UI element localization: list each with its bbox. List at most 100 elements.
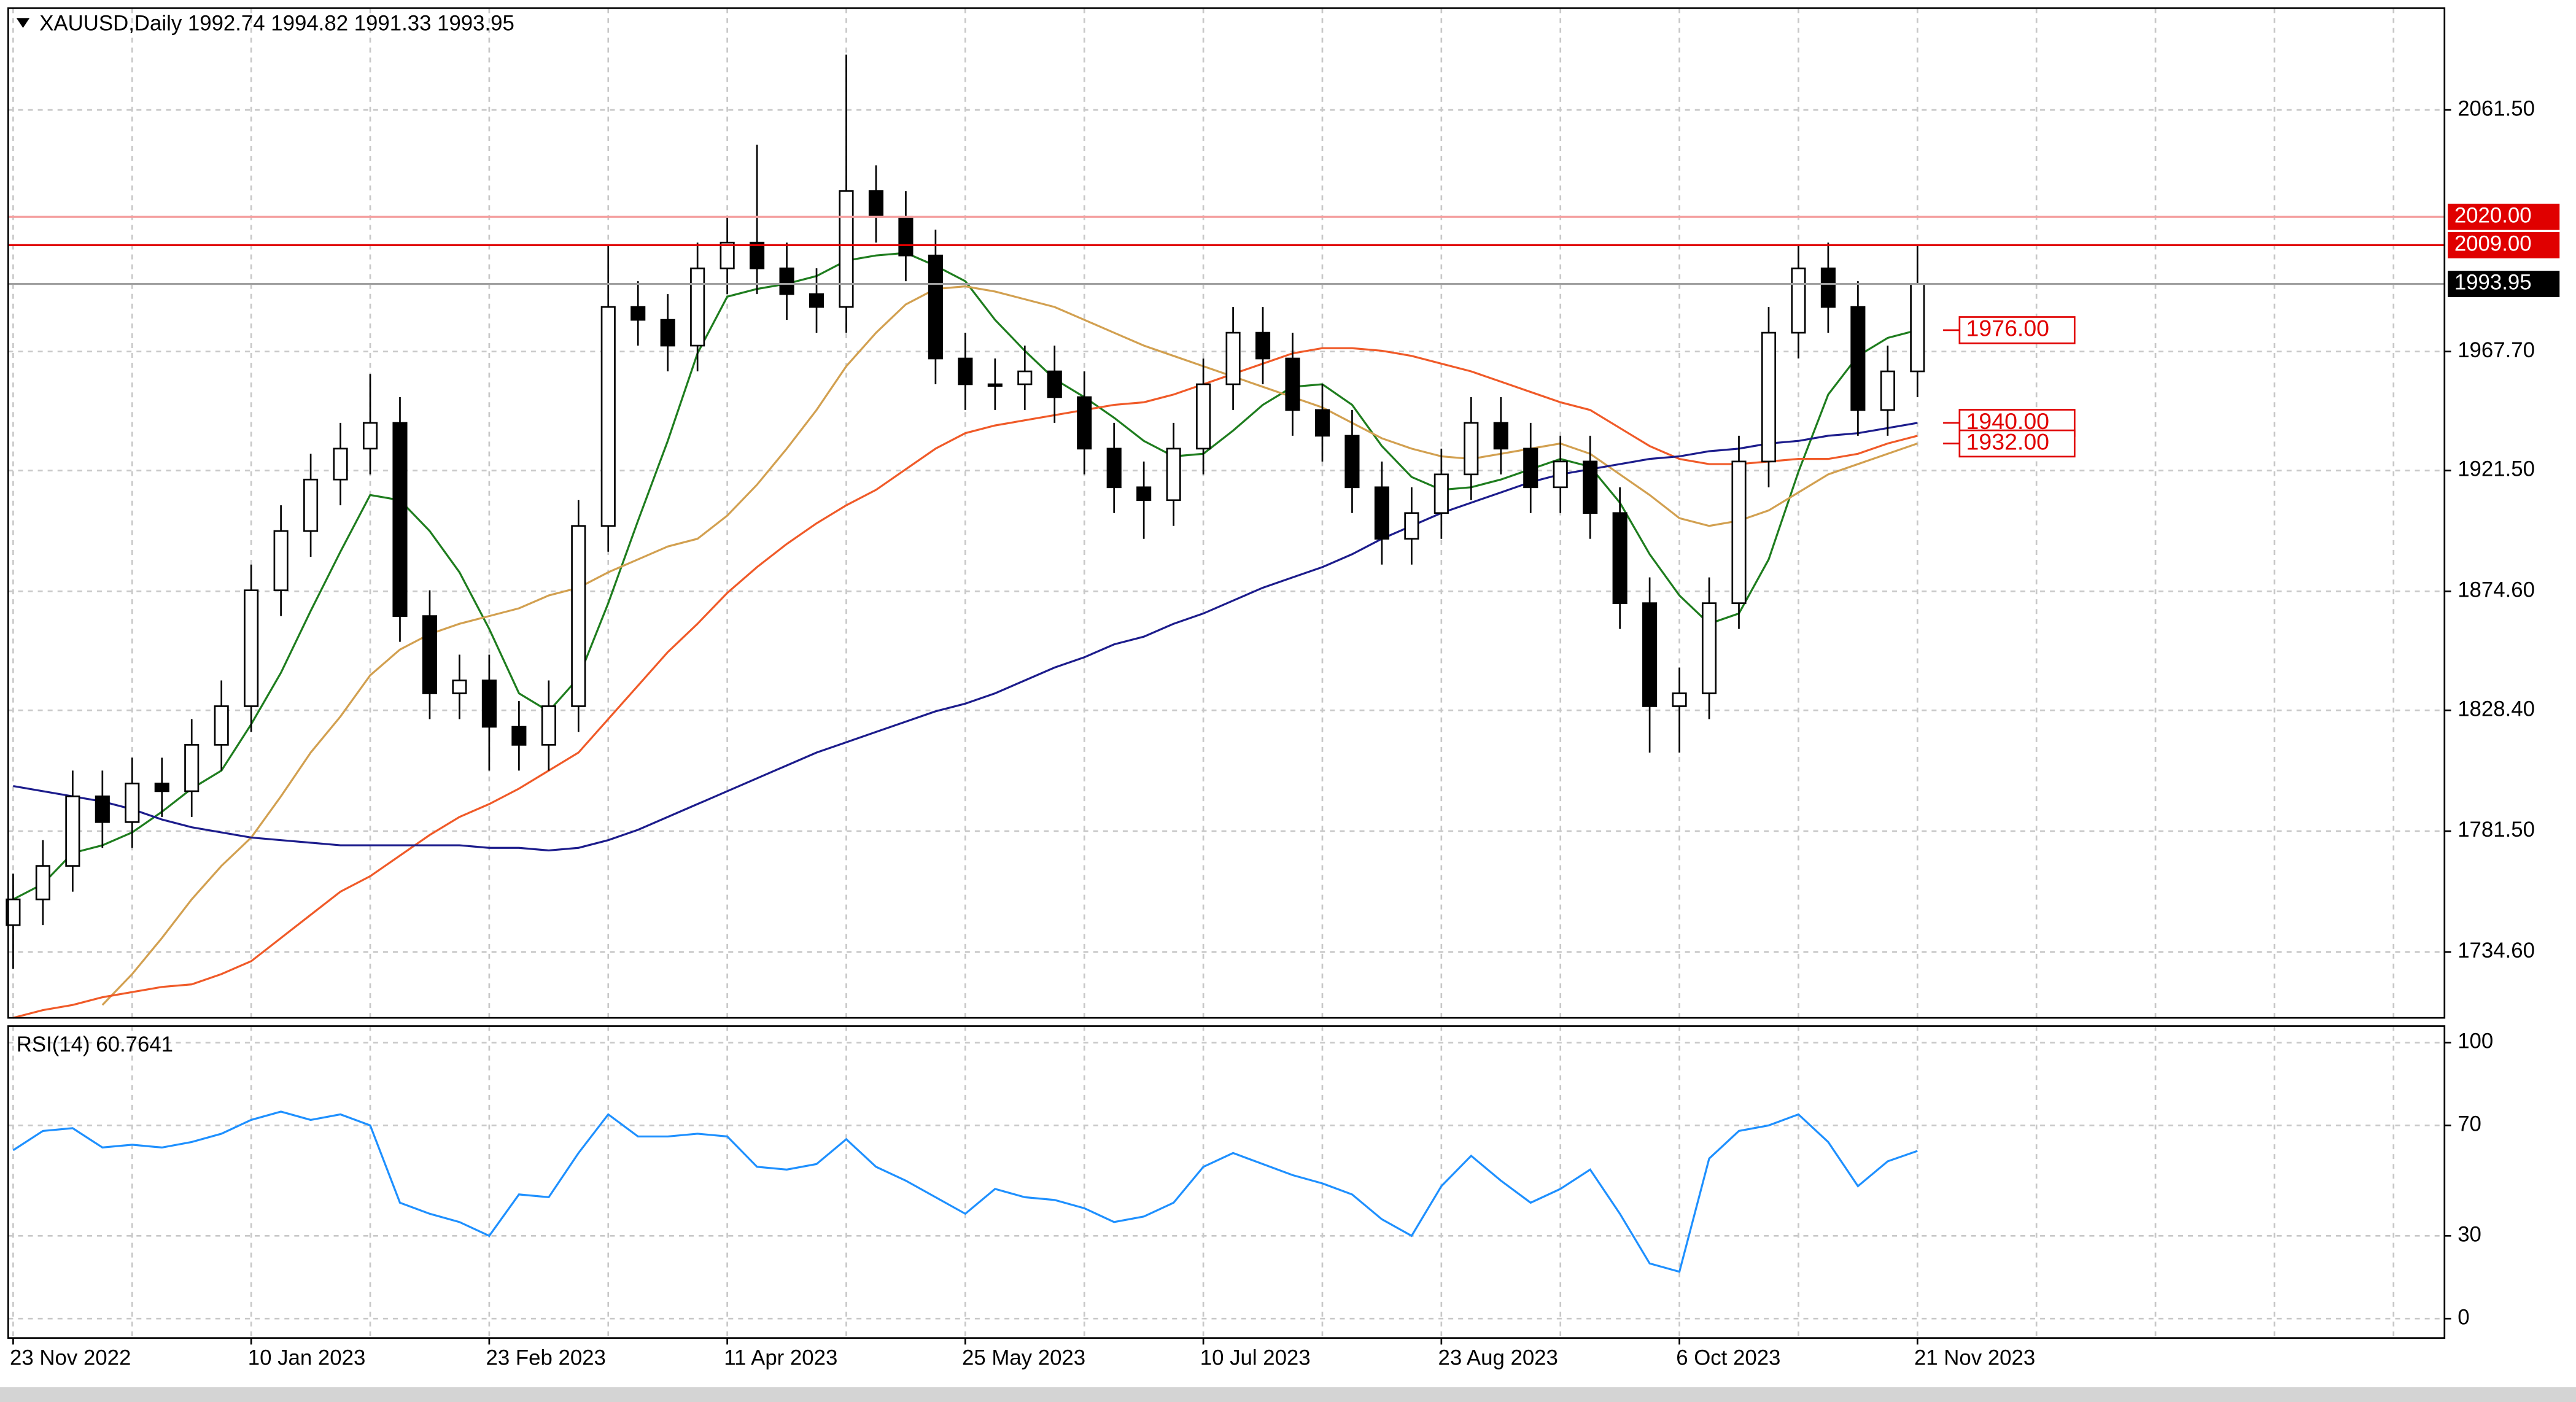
candle-body [928,254,943,360]
main-panel-frame [7,7,2446,1019]
candle-body [690,267,705,347]
x-tick-label: 23 Aug 2023 [1438,1347,1558,1370]
candle-body [214,705,229,746]
x-tick-label: 11 Apr 2023 [724,1347,837,1370]
candle-body [571,525,586,707]
candle-body [1553,460,1568,489]
candle-body [1077,396,1092,450]
candle-body [303,478,319,532]
rsi-title: RSI(14) 60.7641 [17,1033,173,1056]
x-tick-label: 23 Feb 2023 [486,1347,606,1370]
rsi-panel-frame [7,1025,2446,1339]
candle-body [392,422,408,617]
price-label: 1932.00 [1966,428,2049,454]
candle-body [1285,357,1300,411]
indicator-line [13,347,1918,1019]
candle-body [1106,447,1122,489]
candle-body [184,744,200,792]
candle-body [1850,306,1866,411]
candle-body [1701,602,1717,694]
plot-layer: 23 Nov 2022 10 Jan 2023 23 Feb 2023 11 Apr … [6,8,2560,1370]
candle-body [809,293,824,308]
price-label: 1976.00 [1966,316,2049,341]
candle-body [1880,370,1895,411]
indicator-line [101,285,1918,1006]
candle-body [868,190,884,218]
price-level-tag [2448,232,2560,258]
candle-body [1433,473,1449,514]
candle-body [600,306,616,527]
candle-body [1493,422,1508,450]
candle-body [779,267,794,295]
y-tick-label: 1921.50 [2458,458,2535,481]
candle-body [898,215,914,257]
candle-body [95,795,110,823]
y-tick-label: 1874.60 [2458,579,2535,602]
x-tick-label: 23 Nov 2022 [10,1347,131,1370]
y-tick-label: 30 [2458,1223,2481,1247]
candle-body [1612,512,1627,604]
candle-body [65,795,80,867]
candle-body [1166,447,1181,502]
candle-body [35,865,50,900]
candle-body [987,383,1003,387]
candle-body [1731,460,1747,604]
price-level-label: 2009.00 [2454,233,2532,256]
candle-body [1761,331,1777,463]
price-level-label: 1993.95 [2454,271,2532,295]
y-tick-label: 1967.70 [2458,339,2535,362]
candle-body [362,422,378,450]
candle-body [1583,460,1598,514]
y-tick-label: 0 [2458,1306,2469,1329]
price-level-tag [2448,271,2560,297]
candle-body [1374,486,1389,540]
candle-body [630,306,646,321]
candle-body [1404,512,1419,540]
candle-body [1314,409,1330,437]
y-tick-label: 1828.40 [2458,697,2535,721]
indicator-line [12,252,1918,900]
candle-body [154,783,169,792]
candle-body [660,319,675,347]
price-label-box [1958,429,2076,458]
candle-body [1047,370,1062,398]
x-tick-label: 25 May 2023 [962,1347,1085,1370]
candle-body [1820,267,1836,308]
candle-body [1642,602,1658,707]
candle-body [1136,486,1152,502]
candle-body [244,589,259,707]
price-label-box [1958,316,2076,344]
candle-body [422,615,438,694]
x-tick-label: 10 Jul 2023 [1200,1347,1311,1370]
y-tick-label: 2061.50 [2458,97,2535,120]
candle-body [1196,383,1211,450]
price-level-tag [2448,203,2560,230]
indicator-line [13,422,1918,852]
candle-body [541,705,556,746]
candle-body [1225,331,1241,385]
x-tick-label: 6 Oct 2023 [1676,1347,1780,1370]
y-tick-label: 70 [2458,1113,2481,1136]
x-tick-label: 10 Jan 2023 [248,1347,366,1370]
candle-body [720,241,735,269]
candle-body [1523,447,1538,489]
candle-body [452,680,467,694]
candle-body [273,530,289,591]
candle-body [125,783,140,823]
x-tick-label: 21 Nov 2023 [1914,1347,2035,1370]
candle-body [1255,331,1271,360]
candle-body [1017,370,1033,385]
candle-body [1464,422,1479,476]
candle-body [481,680,497,728]
y-tick-label: 1781.50 [2458,818,2535,842]
candle-body [1344,435,1360,489]
y-tick-label: 100 [2458,1030,2493,1053]
candle-body [958,357,973,385]
price-level-label: 2020.00 [2454,204,2532,227]
indicator-line [12,1110,1918,1273]
candle-body [1791,267,1806,334]
candle-body [6,898,21,926]
menu-triangle[interactable] [16,18,30,28]
